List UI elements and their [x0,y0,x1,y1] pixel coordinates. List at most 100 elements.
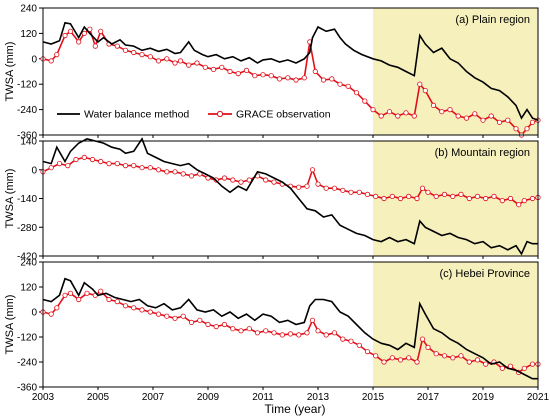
grace-point [323,185,329,191]
grace-point [337,81,343,87]
grace-point [397,357,404,363]
y-tick-label: 0 [31,54,37,65]
grace-point [441,353,448,359]
grace-point [197,317,203,323]
grace-point [122,163,129,169]
grace-point [172,60,178,66]
panel-label: (a) Plain region [455,14,530,26]
grace-point [499,198,505,204]
grace-point [54,51,60,58]
x-tick-label: 2005 [87,392,110,403]
legend-grace-label: GRACE observation [236,109,331,121]
grace-point [395,113,401,119]
grace-point [246,326,252,332]
grace-point [466,195,472,202]
grace-point [227,68,233,75]
grace-point [480,117,486,123]
grace-point [147,54,153,60]
grace-point [67,28,74,34]
x-tick-label: 2019 [472,392,495,403]
grace-point [309,167,316,173]
grace-point [323,332,329,338]
grace-point [98,288,104,294]
grace-point [472,111,478,117]
grace-point [403,110,409,116]
grace-point [76,296,82,303]
grace-point [139,307,145,313]
grace-point [139,165,145,171]
grace-point [450,355,456,361]
grace-point [458,353,464,359]
grace-point [304,183,310,189]
grace-point [73,156,79,163]
grace-point [406,193,412,199]
grace-point [122,47,129,53]
grace-point [235,71,241,77]
grace-point [213,323,219,330]
grace-point [364,191,371,197]
grace-point [114,43,120,49]
grace-point [433,351,439,357]
plot-frame [42,7,539,136]
grace-point [186,62,192,68]
y-axis-label: TWSA (mm) [4,295,16,355]
grace-point [315,328,321,334]
grace-point [450,193,456,199]
grace-point [65,163,71,169]
grace-point [430,102,437,109]
grace-point [147,309,153,315]
grace-point [98,158,104,165]
grace-point [131,49,137,56]
grace-point [425,344,431,350]
grace-point [447,107,453,113]
grace-point [378,113,384,119]
grace-point [276,76,283,82]
y-tick-label: -420 [17,252,37,263]
grace-point [331,330,338,336]
grace-point [524,126,530,132]
grace-point [417,81,423,87]
grace-point [507,195,514,202]
x-tick-label: 2015 [362,392,385,403]
grace-point [389,355,395,361]
grace-point [202,64,208,70]
grace-point [254,330,261,336]
grace-point [488,113,494,119]
grace-point [147,165,153,171]
grace-point [296,332,302,338]
grace-point [62,292,68,298]
grace-point [419,336,426,342]
grace-point [521,365,527,371]
y-tick-label: 140 [20,137,37,148]
x-tick-label: 2011 [252,392,274,403]
grace-point [483,195,489,202]
grace-point [331,185,338,191]
grace-point [414,195,420,202]
grace-point [521,198,527,204]
grace-point [455,113,461,119]
grace-point [370,107,376,113]
grace-point [474,193,481,199]
y-tick-label: -360 [17,383,37,394]
y-tick-label: -120 [17,80,37,91]
grace-point [164,56,170,62]
grace-point [373,353,379,359]
grace-point [106,161,112,167]
grace-point [411,113,417,119]
grace-point [406,355,412,361]
grace-point [340,336,346,342]
series-water-balance-line [42,137,538,256]
grace-point [304,330,310,336]
grace-point [397,195,404,202]
grace-point [529,119,536,125]
grace-point [513,126,519,132]
legend-grace-marker [216,110,224,118]
y-axis-label: TWSA (mm) [4,42,16,102]
legend: Water balance method GRACE observation [57,109,331,121]
grace-point [491,193,497,199]
grace-point [172,315,178,321]
grace-point [381,359,387,365]
grace-point [386,109,393,115]
grace-point [205,321,211,328]
